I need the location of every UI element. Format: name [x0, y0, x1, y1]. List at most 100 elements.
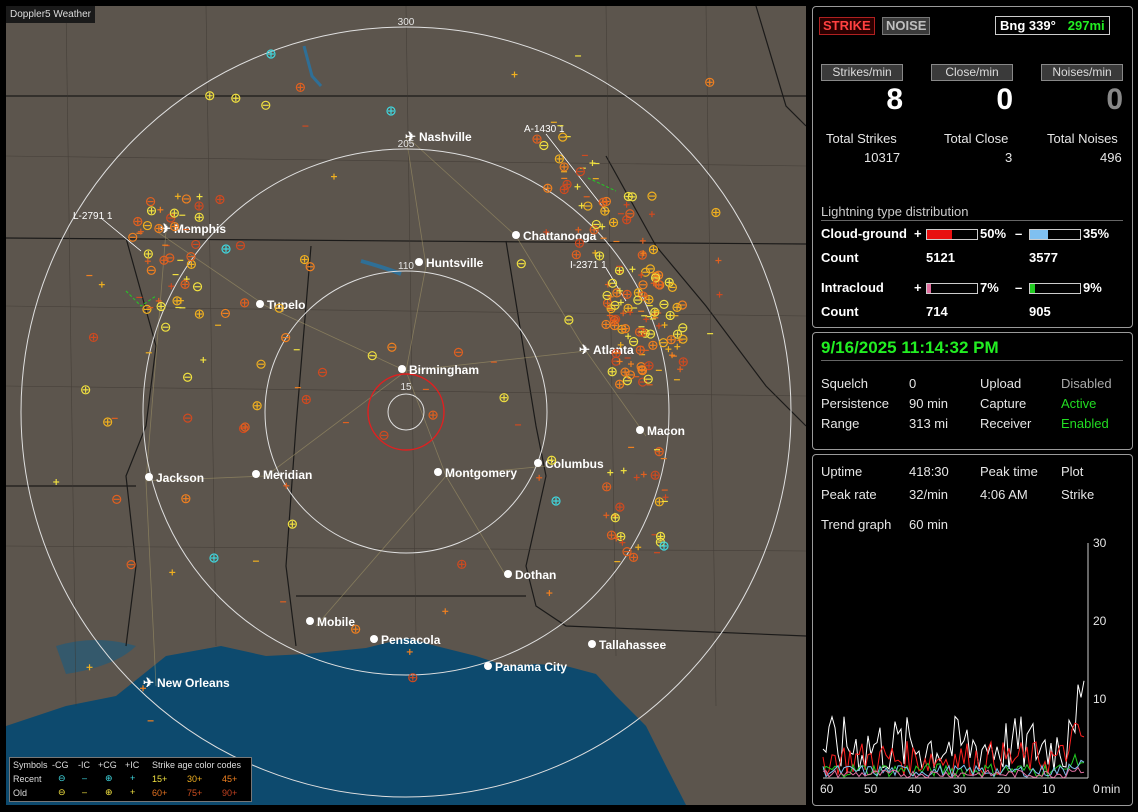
- strike-icon: [574, 238, 585, 248]
- strike-icon: [617, 299, 624, 306]
- strike-icon: [169, 208, 179, 218]
- svg-text:Memphis: Memphis: [174, 222, 226, 236]
- strike-icon: [86, 664, 93, 671]
- city-dot-icon: [398, 365, 406, 373]
- strike-icon: [609, 315, 619, 326]
- lightning-map[interactable]: 300 205 110 15 ✈ Nashville ✈ Memphis Chattan…: [6, 6, 806, 805]
- city-dot-icon: [534, 459, 542, 467]
- svg-text:Chattanooga: Chattanooga: [523, 229, 597, 243]
- city-dot-icon: [415, 258, 423, 266]
- ic-count-label: Count: [821, 304, 859, 319]
- storm-tag[interactable]: A-1430 1: [524, 124, 565, 135]
- ic-positive-pct: 7%: [980, 280, 999, 295]
- x-tick-60: 60: [820, 782, 834, 796]
- city-columbus: Columbus: [534, 457, 604, 471]
- svg-text:Mobile: Mobile: [317, 615, 355, 629]
- age-45: 45+: [222, 774, 238, 784]
- strike-icon: [623, 303, 633, 313]
- strike-icon: [655, 322, 662, 329]
- legend-age-title: Strike age color codes: [152, 760, 242, 770]
- strike-icon: [633, 474, 640, 481]
- strike-icon: [140, 685, 147, 692]
- strike-icon: [205, 91, 215, 101]
- strike-icon: [650, 470, 660, 480]
- strike-icon: [547, 455, 557, 465]
- trend-graph-label: Trend graph: [821, 517, 892, 532]
- strike-icon: [667, 282, 678, 293]
- strike-icon: [182, 372, 193, 382]
- strike-icon: [186, 259, 196, 269]
- svg-text:Panama City: Panama City: [495, 660, 567, 674]
- status-panel: STRIKE NOISE Bng 339° 297mi Strikes/min C…: [812, 6, 1133, 328]
- strike-icon: [643, 374, 653, 384]
- close-per-min-header: Close/min: [931, 64, 1013, 81]
- city-montgomery: Montgomery: [434, 466, 517, 480]
- old-pos-ic-icon: +: [130, 787, 136, 797]
- strike-icon: [672, 329, 683, 339]
- strike-icon: [654, 447, 664, 457]
- strike-icon: [146, 265, 156, 275]
- airport-icon: ✈: [160, 221, 171, 236]
- storm-tag[interactable]: I-2371 1: [570, 260, 607, 271]
- uptime-value: 418:30: [909, 464, 949, 479]
- city-dot-icon: [145, 473, 153, 481]
- plot-value[interactable]: Strike: [1061, 487, 1095, 502]
- strike-icon: [457, 559, 467, 569]
- strike-icon: [665, 346, 672, 353]
- strike-icon: [615, 502, 625, 512]
- age-15: 15+: [152, 774, 168, 784]
- persistence-value: 90 min: [909, 396, 949, 411]
- strike-button[interactable]: STRIKE: [819, 17, 875, 35]
- strike-icon: [532, 134, 542, 144]
- strike-icon: [571, 250, 581, 260]
- svg-text:Nashville: Nashville: [419, 130, 472, 144]
- strike-icon: [578, 202, 585, 209]
- strike-icon: [562, 179, 572, 189]
- city-dothan: Dothan: [504, 568, 556, 582]
- legend-type-pos-cg: +CG: [98, 760, 117, 770]
- strike-icon: [305, 262, 315, 272]
- trend-window: 60 min: [909, 517, 949, 532]
- strike-icon: [616, 531, 626, 542]
- strike-icon: [661, 322, 668, 329]
- strike-icon: [574, 183, 581, 190]
- strike-icon: [666, 335, 676, 345]
- airport-icon: ✈: [579, 342, 590, 357]
- noise-button[interactable]: NOISE: [882, 17, 931, 35]
- city-chattanooga: Chattanooga: [512, 229, 597, 243]
- city-dot-icon: [252, 470, 260, 478]
- age-90: 90+: [222, 788, 238, 798]
- airport-icon: ✈: [143, 675, 154, 690]
- strike-icon: [648, 245, 659, 255]
- strikes-per-min: 8: [886, 83, 903, 116]
- plot-label: Plot: [1061, 464, 1084, 479]
- strike-icon: [620, 324, 631, 334]
- strike-icon: [643, 316, 650, 323]
- squelch-value: 0: [909, 376, 917, 391]
- strike-icon: [659, 299, 669, 309]
- old-neg-cg-icon: ⊖: [58, 787, 66, 797]
- total-strikes: 10317: [864, 150, 901, 165]
- svg-text:Birmingham: Birmingham: [409, 363, 479, 377]
- strike-icon: [133, 216, 143, 227]
- strike-icon: [406, 648, 413, 655]
- strike-icon: [551, 496, 561, 506]
- svg-text:Montgomery: Montgomery: [445, 466, 517, 480]
- strike-icon: [639, 237, 646, 244]
- strike-icon: [330, 173, 337, 180]
- cg-positive-pct: 50%: [980, 226, 1007, 241]
- total-strikes-label: Total Strikes: [826, 131, 897, 146]
- bearing-value: Bng 339°: [1000, 18, 1056, 33]
- storm-tag[interactable]: L-2791 1: [73, 211, 113, 222]
- strike-icon: [161, 322, 171, 332]
- city-atlanta: ✈ Atlanta: [579, 342, 634, 357]
- ic-plus-sign: +: [914, 280, 922, 295]
- strike-icon: [638, 272, 645, 279]
- strike-icon: [659, 541, 669, 551]
- strike-icon: [387, 342, 397, 352]
- recent-pos-ic-icon: +: [130, 773, 136, 783]
- strike-icon: [602, 298, 613, 308]
- strike-icon: [128, 232, 138, 242]
- city-dot-icon: [588, 640, 596, 648]
- trend-series: [822, 722, 1085, 777]
